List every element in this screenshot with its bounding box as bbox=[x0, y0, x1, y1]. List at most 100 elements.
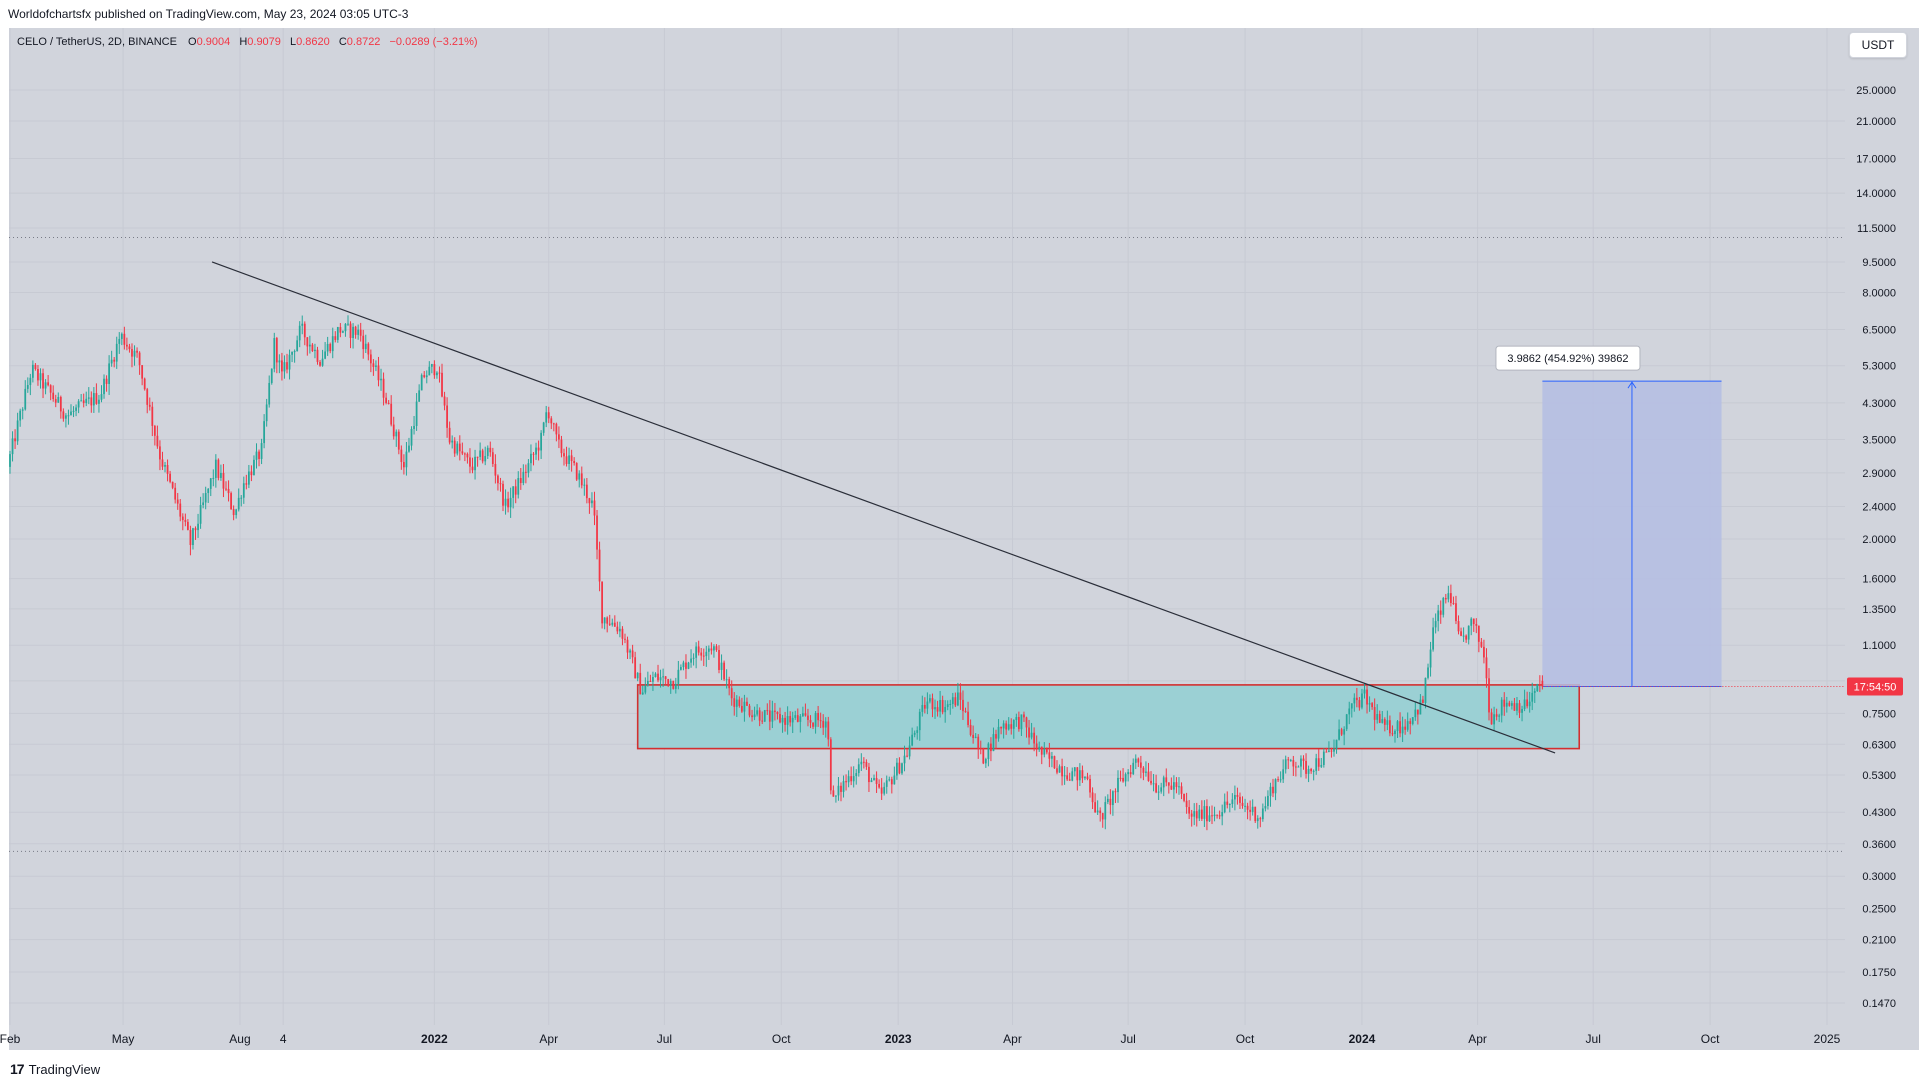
candle bbox=[1277, 776, 1279, 783]
candle-body bbox=[1043, 749, 1046, 755]
candle-body bbox=[1368, 703, 1371, 705]
time-axis[interactable] bbox=[9, 1025, 1919, 1050]
candle bbox=[1084, 776, 1086, 781]
candle-body bbox=[489, 447, 492, 453]
candle bbox=[469, 448, 471, 474]
candle bbox=[189, 525, 192, 556]
candle bbox=[542, 421, 545, 436]
candle bbox=[171, 481, 174, 490]
candle-body bbox=[890, 779, 893, 785]
candle bbox=[489, 441, 492, 457]
candle-body bbox=[730, 688, 733, 699]
candle-body bbox=[1399, 721, 1401, 734]
candle-body bbox=[357, 329, 360, 335]
candle bbox=[143, 377, 146, 391]
candle bbox=[92, 387, 95, 413]
currency-unit-button[interactable]: USDT bbox=[1849, 32, 1907, 58]
candle bbox=[260, 438, 263, 465]
candle bbox=[321, 349, 324, 367]
candle-body bbox=[758, 710, 761, 721]
candle-body bbox=[801, 713, 804, 717]
candle-body bbox=[1193, 811, 1196, 817]
candle-body bbox=[77, 401, 80, 408]
candle-body bbox=[992, 734, 995, 752]
candle-body bbox=[171, 481, 174, 488]
candle bbox=[423, 371, 426, 379]
projection-range[interactable]: 3.9862 (454.92%) 39862 bbox=[1495, 345, 1722, 687]
candle-body bbox=[159, 446, 161, 460]
candle bbox=[110, 350, 113, 367]
candle bbox=[1521, 705, 1523, 722]
candle-body bbox=[1112, 791, 1114, 806]
candle-body bbox=[1274, 779, 1277, 794]
candle-body bbox=[857, 764, 860, 774]
candle-body bbox=[1249, 809, 1252, 812]
candle-body bbox=[344, 323, 347, 332]
candle bbox=[1389, 715, 1391, 737]
candle-body bbox=[1127, 772, 1130, 775]
candle-body bbox=[652, 677, 654, 682]
plot-background[interactable] bbox=[9, 28, 1845, 1025]
candle bbox=[265, 398, 268, 427]
candle-body bbox=[293, 351, 296, 353]
candle bbox=[680, 664, 682, 671]
candle bbox=[80, 394, 83, 402]
candle-body bbox=[362, 335, 365, 350]
candle bbox=[1422, 695, 1424, 704]
candle-body bbox=[888, 779, 891, 781]
candle-body bbox=[461, 451, 464, 454]
candle-body bbox=[1066, 775, 1069, 780]
candle-body bbox=[603, 617, 606, 624]
candle bbox=[1162, 775, 1165, 797]
candle bbox=[1015, 713, 1018, 727]
candle bbox=[1284, 755, 1287, 774]
candle bbox=[667, 678, 670, 688]
candle-body bbox=[1424, 677, 1427, 703]
candle bbox=[1119, 770, 1122, 782]
candle-body bbox=[85, 398, 88, 404]
candle-body bbox=[931, 698, 934, 710]
price-axis[interactable] bbox=[1845, 28, 1919, 1025]
candle bbox=[1269, 782, 1272, 807]
candle-body bbox=[62, 411, 65, 419]
candle-body bbox=[242, 483, 245, 498]
candle bbox=[964, 707, 967, 713]
candle-body bbox=[1129, 772, 1132, 775]
candle bbox=[298, 321, 301, 348]
candles[interactable] bbox=[9, 315, 1544, 831]
candle-body bbox=[913, 732, 916, 735]
candle-body bbox=[507, 498, 509, 508]
candle bbox=[497, 474, 499, 491]
candle-body bbox=[1325, 751, 1328, 753]
candle bbox=[545, 405, 548, 428]
support-zone[interactable] bbox=[636, 684, 1581, 750]
candle-body bbox=[791, 717, 794, 723]
candle bbox=[1490, 708, 1493, 725]
candle-body bbox=[1488, 678, 1490, 713]
candle-body bbox=[814, 713, 817, 727]
candle-body bbox=[1048, 752, 1051, 759]
candle bbox=[453, 437, 456, 457]
tradingview-logo[interactable]: 17 TradingView bbox=[10, 1059, 100, 1079]
candle-body bbox=[220, 472, 222, 478]
candle-body bbox=[263, 421, 266, 444]
y-tick-label: 1.1000 bbox=[1862, 640, 1896, 652]
candle-body bbox=[596, 515, 598, 550]
candle bbox=[791, 711, 794, 734]
candle-body bbox=[186, 521, 189, 530]
candle-body bbox=[258, 451, 260, 459]
candle bbox=[362, 329, 365, 359]
candle bbox=[1437, 604, 1440, 632]
candle bbox=[1261, 803, 1264, 822]
candle bbox=[1160, 782, 1163, 794]
candle-body bbox=[657, 673, 659, 681]
trendline[interactable] bbox=[211, 261, 1556, 754]
candle bbox=[192, 527, 194, 550]
candle-body bbox=[547, 412, 550, 419]
candle-body bbox=[1373, 707, 1376, 720]
x-tick-label: Apr bbox=[1003, 1032, 1022, 1046]
candle bbox=[49, 384, 52, 401]
candle bbox=[428, 361, 431, 376]
candle-body bbox=[619, 628, 621, 632]
